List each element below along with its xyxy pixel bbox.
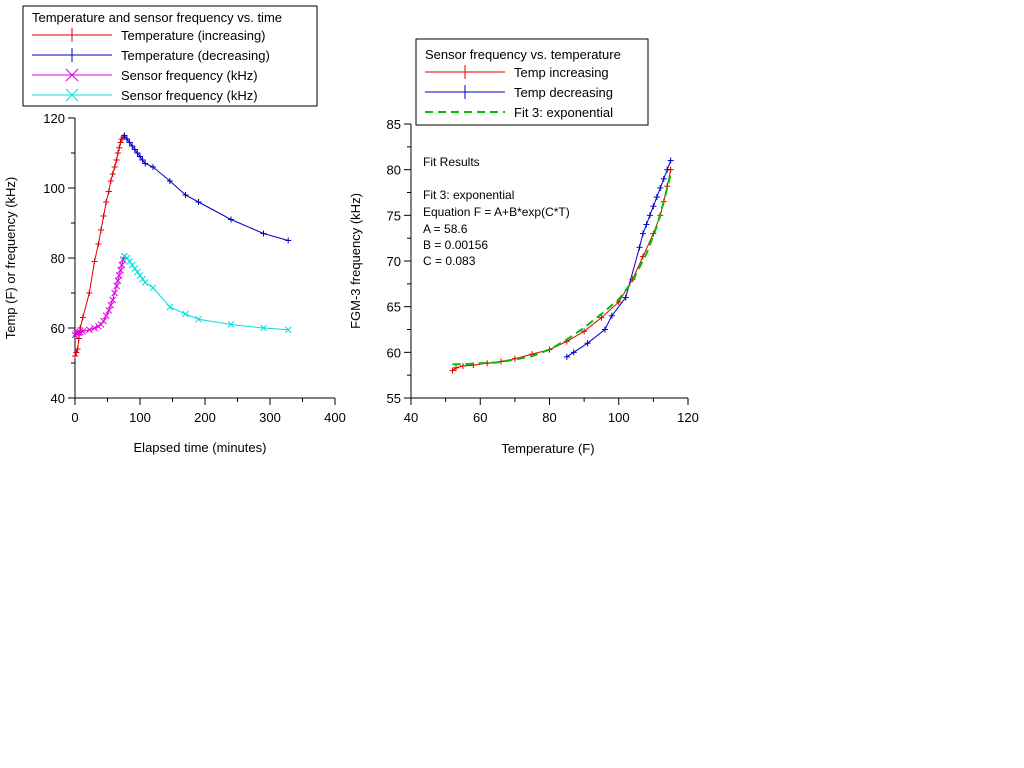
x-axis-label: Elapsed time (minutes) bbox=[134, 440, 267, 455]
legend-label: Temperature (increasing) bbox=[121, 28, 266, 43]
y-tick-label: 80 bbox=[51, 251, 65, 266]
data-point bbox=[141, 279, 149, 286]
data-point bbox=[119, 256, 127, 264]
y-tick-label: 60 bbox=[387, 345, 401, 360]
data-point bbox=[134, 268, 141, 276]
data-point bbox=[149, 284, 157, 292]
fit-param-b: B = 0.00156 bbox=[423, 238, 488, 252]
legend-entry: Temperature (decreasing) bbox=[32, 48, 270, 63]
y-tick-label: 100 bbox=[43, 181, 65, 196]
y-tick-label: 120 bbox=[43, 111, 65, 126]
y-axis-label: FGM-3 frequency (kHz) bbox=[348, 193, 363, 329]
x-axis-label: Temperature (F) bbox=[501, 441, 594, 456]
y-tick-label: 40 bbox=[51, 391, 65, 406]
y-tick-label: 75 bbox=[387, 208, 401, 223]
y-tick-label: 85 bbox=[387, 117, 401, 132]
legend-label: Sensor frequency (kHz) bbox=[121, 88, 258, 103]
data-point bbox=[115, 272, 123, 279]
data-point bbox=[195, 315, 202, 323]
series-sensor-frequency-khz--3 bbox=[121, 252, 292, 334]
data-point bbox=[113, 282, 120, 290]
data-point bbox=[114, 277, 122, 285]
x-tick-label: 0 bbox=[71, 410, 78, 425]
data-point bbox=[97, 321, 105, 328]
data-point bbox=[131, 265, 139, 272]
data-point bbox=[128, 261, 136, 269]
data-point bbox=[118, 261, 126, 269]
y-tick-label: 70 bbox=[387, 254, 401, 269]
data-point bbox=[260, 324, 267, 332]
chart-temperature-vs-time: Temperature and sensor frequency vs. tim… bbox=[3, 5, 346, 455]
fit-results-annotation: Fit Results Fit 3: exponential Equation … bbox=[423, 155, 570, 268]
legend-entry: Temp decreasing bbox=[425, 85, 613, 100]
data-point bbox=[111, 289, 119, 297]
legend-label: Temp increasing bbox=[514, 65, 609, 80]
x-tick-label: 300 bbox=[259, 410, 281, 425]
data-point bbox=[85, 326, 93, 334]
data-point bbox=[166, 303, 174, 311]
series-sensor-frequency-khz--2 bbox=[71, 252, 128, 339]
data-point bbox=[75, 329, 83, 336]
data-point bbox=[117, 266, 124, 274]
legend-marker bbox=[65, 68, 79, 82]
data-point bbox=[91, 324, 98, 332]
x-tick-label: 400 bbox=[324, 410, 346, 425]
data-point bbox=[182, 310, 189, 318]
x-tick-label: 40 bbox=[404, 410, 418, 425]
x-tick-label: 100 bbox=[129, 410, 151, 425]
x-tick-label: 80 bbox=[542, 410, 556, 425]
legend-label: Fit 3: exponential bbox=[514, 105, 613, 120]
data-point bbox=[123, 254, 131, 262]
data-point bbox=[100, 317, 107, 325]
data-point bbox=[227, 321, 235, 328]
series-line bbox=[452, 173, 672, 366]
y-tick-label: 60 bbox=[51, 321, 65, 336]
x-tick-label: 200 bbox=[194, 410, 216, 425]
legend-entry: Sensor frequency (kHz) bbox=[32, 88, 258, 103]
legend-marker bbox=[65, 88, 79, 102]
data-point bbox=[109, 296, 117, 304]
fit-equation: Equation F = A+B*exp(C*T) bbox=[423, 205, 570, 219]
fit-param-c: C = 0.083 bbox=[423, 254, 476, 268]
legend-entry: Temperature (increasing) bbox=[32, 28, 266, 43]
data-point bbox=[105, 307, 113, 314]
legend-title: Sensor frequency vs. temperature bbox=[425, 47, 621, 62]
series-temp-decreasing-1 bbox=[563, 157, 674, 360]
y-axis-label: Temp (F) or frequency (kHz) bbox=[3, 177, 18, 340]
data-point bbox=[79, 328, 87, 335]
series-line bbox=[123, 135, 289, 241]
data-point bbox=[126, 258, 133, 265]
legend-entry: Sensor frequency (kHz) bbox=[32, 68, 258, 83]
legend-entry: Fit 3: exponential bbox=[425, 105, 613, 120]
series-fit-3-exponential-2 bbox=[452, 173, 672, 366]
data-point bbox=[136, 272, 144, 279]
data-point bbox=[284, 326, 292, 334]
legend-box: Sensor frequency vs. temperature Temp in… bbox=[415, 38, 649, 126]
legend-label: Sensor frequency (kHz) bbox=[121, 68, 258, 83]
legend-label: Temperature (decreasing) bbox=[121, 48, 270, 63]
fit-results-title: Fit Results bbox=[423, 155, 480, 169]
chart-frequency-vs-temperature: Sensor frequency vs. temperature Temp in… bbox=[348, 38, 699, 456]
series-line bbox=[124, 255, 289, 331]
y-tick-label: 65 bbox=[387, 300, 401, 315]
series-line bbox=[566, 160, 672, 358]
y-tick-label: 80 bbox=[387, 163, 401, 178]
x-tick-label: 120 bbox=[677, 410, 699, 425]
series-temperature-decreasing--1 bbox=[121, 132, 292, 244]
data-point bbox=[121, 252, 128, 260]
data-point bbox=[102, 312, 110, 320]
legend-title: Temperature and sensor frequency vs. tim… bbox=[32, 10, 282, 25]
data-point bbox=[107, 301, 115, 309]
x-tick-label: 100 bbox=[608, 410, 630, 425]
data-point bbox=[139, 275, 146, 283]
x-tick-label: 60 bbox=[473, 410, 487, 425]
fit-param-a: A = 58.6 bbox=[423, 222, 468, 236]
legend-label: Temp decreasing bbox=[514, 85, 613, 100]
y-tick-label: 55 bbox=[387, 391, 401, 406]
legend-box: Temperature and sensor frequency vs. tim… bbox=[22, 5, 318, 107]
legend-entry: Temp increasing bbox=[425, 65, 609, 80]
fit-name: Fit 3: exponential bbox=[423, 188, 514, 202]
